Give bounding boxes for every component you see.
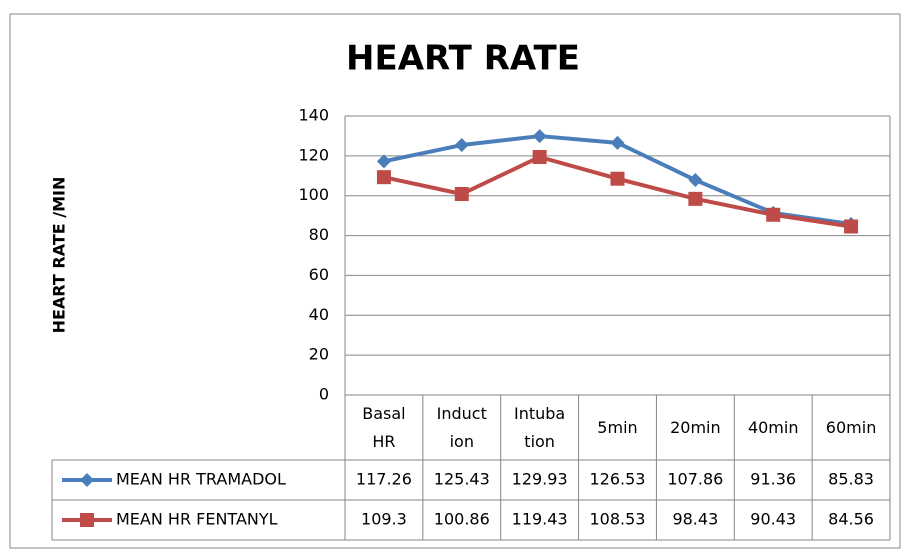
chart-title: HEART RATE [346,39,580,79]
point [610,171,625,186]
point [532,149,547,164]
y-tick-label: 140 [298,106,329,125]
point [688,173,703,188]
category-cell: Basal HR [362,403,406,451]
table-value: 119.43 [512,510,568,529]
category-cell: 60min [825,417,877,437]
table-value: 108.53 [590,510,646,529]
x-tick-label: Intubation [514,403,566,451]
table-value: 109.3 [361,510,407,529]
table-value: 126.53 [590,470,646,489]
table-value: 117.26 [356,470,412,489]
y-tick-label: 120 [298,145,329,164]
category-cell: 20min [670,417,721,437]
table-value: 107.86 [667,470,723,489]
x-tick-label: 5min [597,417,638,437]
y-tick-label: 80 [309,225,329,244]
legend-marker [80,473,94,487]
y-tick-label: 0 [319,385,329,404]
table-value: 125.43 [434,470,490,489]
y-tick-label: 60 [309,265,329,284]
y-axis-label: HEART RATE /MIN [50,177,69,334]
x-tick-label: 20min [670,417,721,437]
y-tick-label: 40 [309,305,329,324]
legend-marker [80,513,94,527]
table-value: 98.43 [672,510,718,529]
table-value: 100.86 [434,510,490,529]
x-tick-label: Induction [436,403,487,451]
x-tick-label: Basal HR [362,403,406,451]
table-value: 90.43 [750,510,796,529]
point [454,187,469,202]
table-value: 91.36 [750,470,796,489]
point [844,219,859,234]
y-tick-label: 100 [298,185,329,204]
legend-label: MEAN HR TRAMADOL [116,470,286,489]
point [532,129,547,144]
point [610,135,625,150]
x-tick-label: 60min [825,417,877,437]
chart-border [9,13,901,549]
category-cell: Intubation [514,403,566,451]
table-value: 84.56 [828,510,874,529]
category-cell: 5min [597,417,638,437]
x-tick-label: 40min [747,417,799,437]
point [376,170,391,185]
category-cell: 40min [747,417,799,437]
point [688,191,703,206]
category-cell: Induction [436,403,487,451]
point [454,138,469,153]
table-value: 85.83 [828,470,874,489]
legend-label: MEAN HR FENTANYL [116,510,278,529]
point [376,154,391,169]
point [766,207,781,222]
table-value: 129.93 [512,470,568,489]
y-tick-label: 20 [309,345,329,364]
